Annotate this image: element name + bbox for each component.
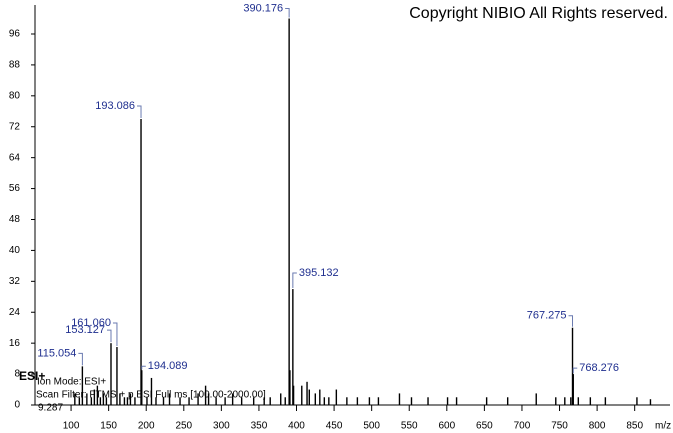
mode-label: ESI+ <box>19 369 45 383</box>
x-tick-label: 600 <box>438 421 455 432</box>
label-bracket <box>112 322 118 347</box>
label-bracket <box>106 329 112 343</box>
y-tick-label: 64 <box>9 152 21 163</box>
y-tick-label: 56 <box>9 183 21 194</box>
label-bracket <box>572 367 578 374</box>
x-tick-label: 450 <box>326 421 343 432</box>
label-bracket <box>285 8 290 18</box>
label-bracket <box>137 105 142 119</box>
y-tick-label: 80 <box>9 90 21 101</box>
y-tick-label: 32 <box>9 276 21 287</box>
peak-label: 153.127 <box>65 324 105 336</box>
peak-label: 161.060 <box>71 317 111 329</box>
label-bracket <box>78 352 83 366</box>
x-tick-label: 750 <box>551 421 568 432</box>
x-tick-label: 400 <box>288 421 305 432</box>
peak-label: 768.276 <box>579 362 619 374</box>
peak-label: 194.089 <box>148 360 188 372</box>
y-tick-label: 72 <box>9 121 21 132</box>
ion-mode: Ion Mode: ESI+ <box>37 377 106 388</box>
peak-label: 390.176 <box>243 2 283 14</box>
x-axis-label: m/z <box>655 421 671 432</box>
x-tick-label: 500 <box>363 421 380 432</box>
x-tick-label: 650 <box>476 421 493 432</box>
x-tick-label: 100 <box>63 421 80 432</box>
y-tick-label: 48 <box>9 214 21 225</box>
y-tick-label: 16 <box>9 338 21 349</box>
y-tick-label: 0 <box>14 400 20 411</box>
x-tick-label: 250 <box>175 421 192 432</box>
x-tick-label: 300 <box>213 421 230 432</box>
x-tick-label: 350 <box>251 421 268 432</box>
copyright: Copyright NIBIO All Rights reserved. <box>409 5 668 22</box>
x-tick-label: 200 <box>138 421 155 432</box>
peak-label: 115.054 <box>37 347 76 359</box>
peak-label: 767.275 <box>527 310 567 322</box>
y-tick-label: 40 <box>9 245 21 256</box>
peak-label: 395.132 <box>299 267 339 279</box>
x-tick-label: 550 <box>401 421 418 432</box>
x-tick-label: 800 <box>589 421 606 432</box>
y-tick-label: 24 <box>9 307 21 318</box>
y-tick-label: 88 <box>9 60 21 71</box>
y-tick-label: 8 <box>14 369 20 380</box>
retention-time: 9.287 <box>38 403 63 414</box>
y-tick-label: 96 <box>9 29 21 40</box>
label-bracket <box>292 272 297 289</box>
x-tick-label: 150 <box>100 421 117 432</box>
label-bracket <box>568 315 574 327</box>
x-tick-label: 850 <box>626 421 643 432</box>
peak-label: 193.086 <box>95 100 135 112</box>
x-tick-label: 700 <box>514 421 531 432</box>
label-bracket <box>141 365 146 370</box>
